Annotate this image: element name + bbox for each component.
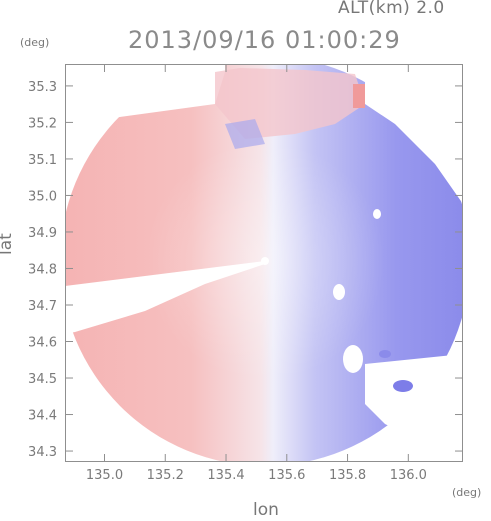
radar-plot: 135.0 135.2 135.4 135.6 135.8 136.0 35.3 35.2 35…	[28, 64, 463, 483]
y-tick-label: 34.9	[28, 226, 57, 241]
no-echo-patch	[365, 354, 463, 462]
timestamp-title: 2013/09/16 01:00:29	[128, 26, 401, 54]
x-tick-label: 135.2	[147, 468, 184, 483]
y-tick-label: 34.7	[28, 299, 57, 314]
no-echo-hole	[373, 209, 381, 219]
north-echo-red-spot	[353, 84, 365, 108]
no-echo-hole	[343, 345, 363, 373]
y-tick-label: 34.6	[28, 336, 57, 351]
no-echo-hole	[333, 284, 345, 300]
y-tick-label: 34.5	[28, 372, 57, 387]
y-tick-label: 35.3	[28, 80, 57, 95]
x-tick-label: 135.0	[86, 468, 123, 483]
x-tick-label: 135.6	[268, 468, 305, 483]
y-axis-unit: (deg)	[20, 36, 50, 49]
y-tick-label: 34.3	[28, 445, 57, 460]
no-echo-upper-left	[65, 64, 225, 178]
y-tick-label: 34.4	[28, 409, 57, 424]
y-tick-label: 35.0	[28, 189, 57, 204]
x-tick-label: 135.8	[329, 468, 366, 483]
y-tick-label: 34.8	[28, 262, 57, 277]
axis-ticks: 135.0 135.2 135.4 135.6 135.8 136.0 35.3 35.2 35…	[28, 64, 463, 483]
y-axis-label: lat	[0, 233, 16, 255]
x-axis-unit: (deg)	[452, 486, 482, 499]
y-tick-label: 35.2	[28, 116, 57, 131]
plot-frame	[65, 64, 463, 462]
blue-echo-speckle	[393, 380, 413, 392]
y-tick-label: 35.1	[28, 153, 57, 168]
x-axis-label: lon	[253, 500, 279, 520]
north-echo-blue	[225, 119, 265, 149]
x-tick-label: 136.0	[390, 468, 427, 483]
no-echo-upper-right	[365, 64, 463, 204]
radar-site-marker	[261, 257, 269, 265]
x-tick-label: 135.4	[207, 468, 244, 483]
altitude-label: ALT(km) 2.0	[338, 0, 445, 18]
blue-echo-speckle	[379, 350, 391, 358]
no-echo-wedge	[65, 261, 265, 334]
